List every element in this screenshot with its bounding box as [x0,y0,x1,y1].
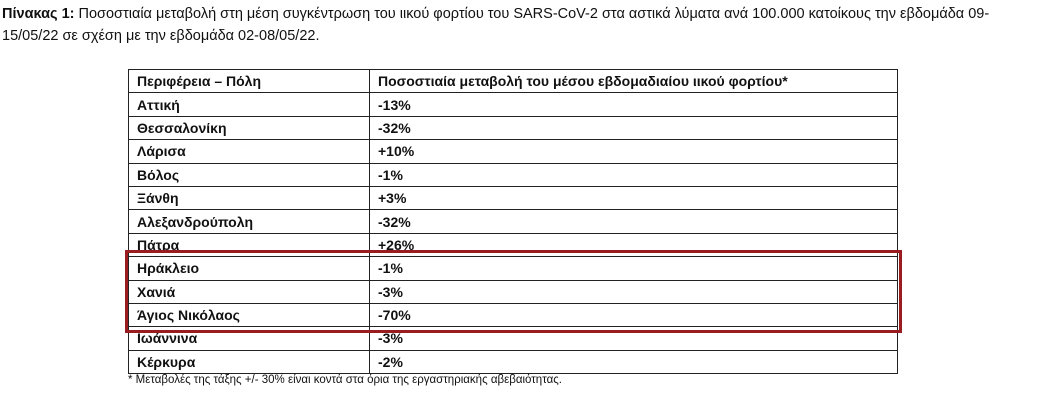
header-row: Περιφέρεια – Πόλη Ποσοστιαία μεταβολή το… [128,68,898,94]
table-row: Χανιά -3% [128,279,898,304]
change-cell: +3% [369,185,898,211]
table-row: Πάτρα +26% [128,232,898,258]
change-cell: -1% [369,162,898,187]
region-cell: Αττική [128,92,370,117]
footnote: * Μεταβολές της τάξης +/- 30% είναι κοντ… [128,374,562,386]
table-row: Βόλος -1% [128,162,898,187]
header-cell: Περιφέρεια – Πόλη [128,68,370,94]
change-cell: -32% [369,209,898,234]
caption-text: Ποσοστιαία μεταβολή στη μέση συγκέντρωση… [2,6,990,44]
table-row: Αλεξανδρούπολη -32% [128,209,898,234]
table-row: Ξάνθη +3% [128,185,898,211]
region-cell: Βόλος [128,162,370,187]
table-row: Άγιος Νικόλαος -70% [128,302,898,328]
change-cell: -13% [369,92,898,117]
region-cell: Ξάνθη [128,185,370,211]
region-cell: Αλεξανδρούπολη [128,209,370,234]
region-cell: Κέρκυρα [128,349,370,375]
change-cell: +10% [369,139,898,164]
table-row: Λάρισα +10% [128,139,898,164]
table-row: Αττική -13% [128,92,898,117]
change-cell: -32% [369,115,898,141]
region-cell: Λάρισα [128,139,370,164]
region-cell: Ηράκλειο [128,256,370,281]
change-cell: -3% [369,279,898,304]
region-cell: Θεσσαλονίκη [128,115,370,141]
table-row: Κέρκυρα -2% [128,349,898,375]
header-cell: Ποσοστιαία μεταβολή του μέσου εβδομαδιαί… [369,68,898,94]
change-cell: -1% [369,256,898,281]
region-cell: Χανιά [128,279,370,304]
caption: Πίνακας 1: Ποσοστιαία μεταβολή στη μέση … [2,3,1038,47]
change-cell: -70% [369,302,898,328]
change-cell: +26% [369,232,898,258]
change-cell: -2% [369,349,898,375]
region-cell: Άγιος Νικόλαος [128,302,370,328]
region-cell: Πάτρα [128,232,370,258]
highlight-box [125,250,902,333]
caption-label: Πίνακας 1: [2,6,75,22]
table: Περιφέρεια – Πόλη Ποσοστιαία μεταβολή το… [128,68,898,375]
table-row: Ηράκλειο -1% [128,256,898,281]
table-row: Θεσσαλονίκη -32% [128,115,898,141]
